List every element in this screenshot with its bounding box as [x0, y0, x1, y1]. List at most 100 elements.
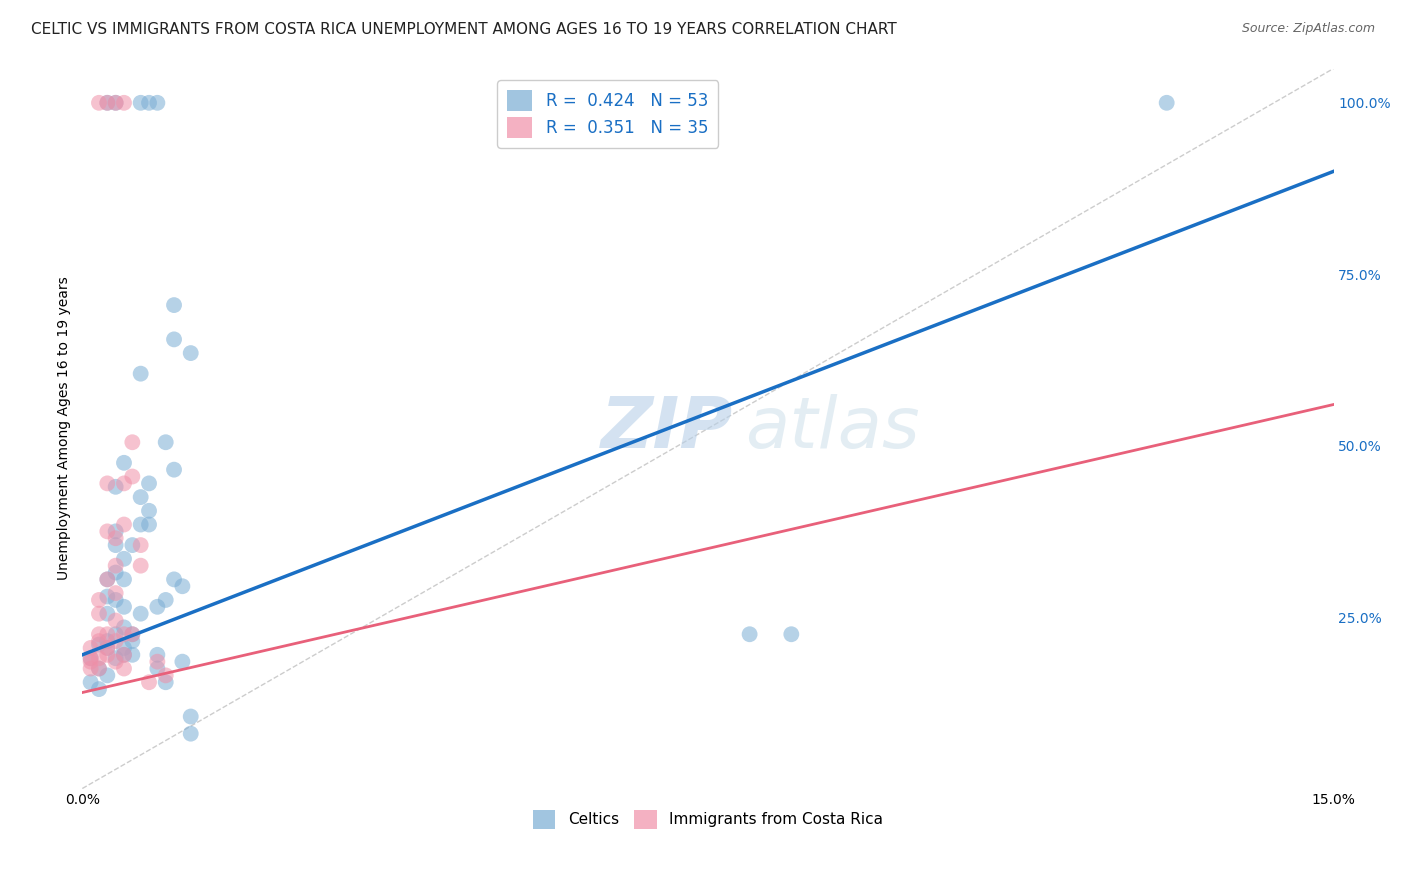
Point [129, 367, 152, 381]
Point [104, 538, 127, 552]
Point [104, 586, 127, 600]
Point [112, 627, 135, 641]
Point [96, 668, 118, 682]
Point [79, 651, 101, 665]
Point [96, 95, 118, 110]
Point [121, 634, 143, 648]
Point [104, 651, 127, 665]
Point [96, 640, 118, 655]
Point [138, 675, 160, 690]
Point [146, 95, 169, 110]
Point [87, 661, 110, 675]
Point [112, 648, 135, 662]
Point [155, 593, 177, 607]
Point [79, 661, 101, 675]
Point [163, 573, 186, 587]
Point [112, 517, 135, 532]
Point [87, 627, 110, 641]
Point [780, 627, 803, 641]
Point [180, 709, 202, 723]
Point [104, 480, 127, 494]
Point [180, 726, 202, 740]
Point [129, 517, 152, 532]
Point [138, 95, 160, 110]
Point [146, 599, 169, 614]
Text: ZIP: ZIP [600, 394, 733, 463]
Point [155, 668, 177, 682]
Point [112, 640, 135, 655]
Point [104, 95, 127, 110]
Point [129, 607, 152, 621]
Point [96, 607, 118, 621]
Point [96, 573, 118, 587]
Point [138, 517, 160, 532]
Point [87, 682, 110, 697]
Point [104, 524, 127, 539]
Point [172, 579, 194, 593]
Point [87, 634, 110, 648]
Legend: Celtics, Immigrants from Costa Rica: Celtics, Immigrants from Costa Rica [526, 804, 890, 835]
Point [87, 661, 110, 675]
Point [121, 627, 143, 641]
Point [112, 476, 135, 491]
Point [112, 599, 135, 614]
Text: atlas: atlas [745, 394, 920, 463]
Point [180, 346, 202, 360]
Point [79, 655, 101, 669]
Point [138, 504, 160, 518]
Point [104, 593, 127, 607]
Point [104, 614, 127, 628]
Point [104, 531, 127, 545]
Point [87, 607, 110, 621]
Point [104, 634, 127, 648]
Point [129, 558, 152, 573]
Point [112, 620, 135, 634]
Point [112, 648, 135, 662]
Point [112, 456, 135, 470]
Point [129, 490, 152, 504]
Point [112, 661, 135, 675]
Point [163, 298, 186, 312]
Point [121, 627, 143, 641]
Point [104, 627, 127, 641]
Point [112, 95, 135, 110]
Point [138, 476, 160, 491]
Point [121, 469, 143, 483]
Point [155, 435, 177, 450]
Point [121, 435, 143, 450]
Point [87, 638, 110, 652]
Y-axis label: Unemployment Among Ages 16 to 19 years: Unemployment Among Ages 16 to 19 years [58, 277, 72, 581]
Point [87, 95, 110, 110]
Point [96, 627, 118, 641]
Point [96, 648, 118, 662]
Point [96, 590, 118, 604]
Text: CELTIC VS IMMIGRANTS FROM COSTA RICA UNEMPLOYMENT AMONG AGES 16 TO 19 YEARS CORR: CELTIC VS IMMIGRANTS FROM COSTA RICA UNE… [31, 22, 897, 37]
Point [121, 648, 143, 662]
Point [146, 655, 169, 669]
Point [146, 661, 169, 675]
Point [163, 463, 186, 477]
Point [96, 640, 118, 655]
Point [1156, 95, 1178, 110]
Point [79, 675, 101, 690]
Point [79, 651, 101, 665]
Point [129, 95, 152, 110]
Point [146, 648, 169, 662]
Point [129, 538, 152, 552]
Point [87, 651, 110, 665]
Point [112, 551, 135, 566]
Point [104, 558, 127, 573]
Point [96, 524, 118, 539]
Point [96, 634, 118, 648]
Point [155, 675, 177, 690]
Point [96, 573, 118, 587]
Text: Source: ZipAtlas.com: Source: ZipAtlas.com [1241, 22, 1375, 36]
Point [121, 538, 143, 552]
Point [172, 655, 194, 669]
Point [96, 95, 118, 110]
Point [163, 332, 186, 346]
Point [87, 593, 110, 607]
Point [79, 640, 101, 655]
Point [112, 573, 135, 587]
Point [738, 627, 761, 641]
